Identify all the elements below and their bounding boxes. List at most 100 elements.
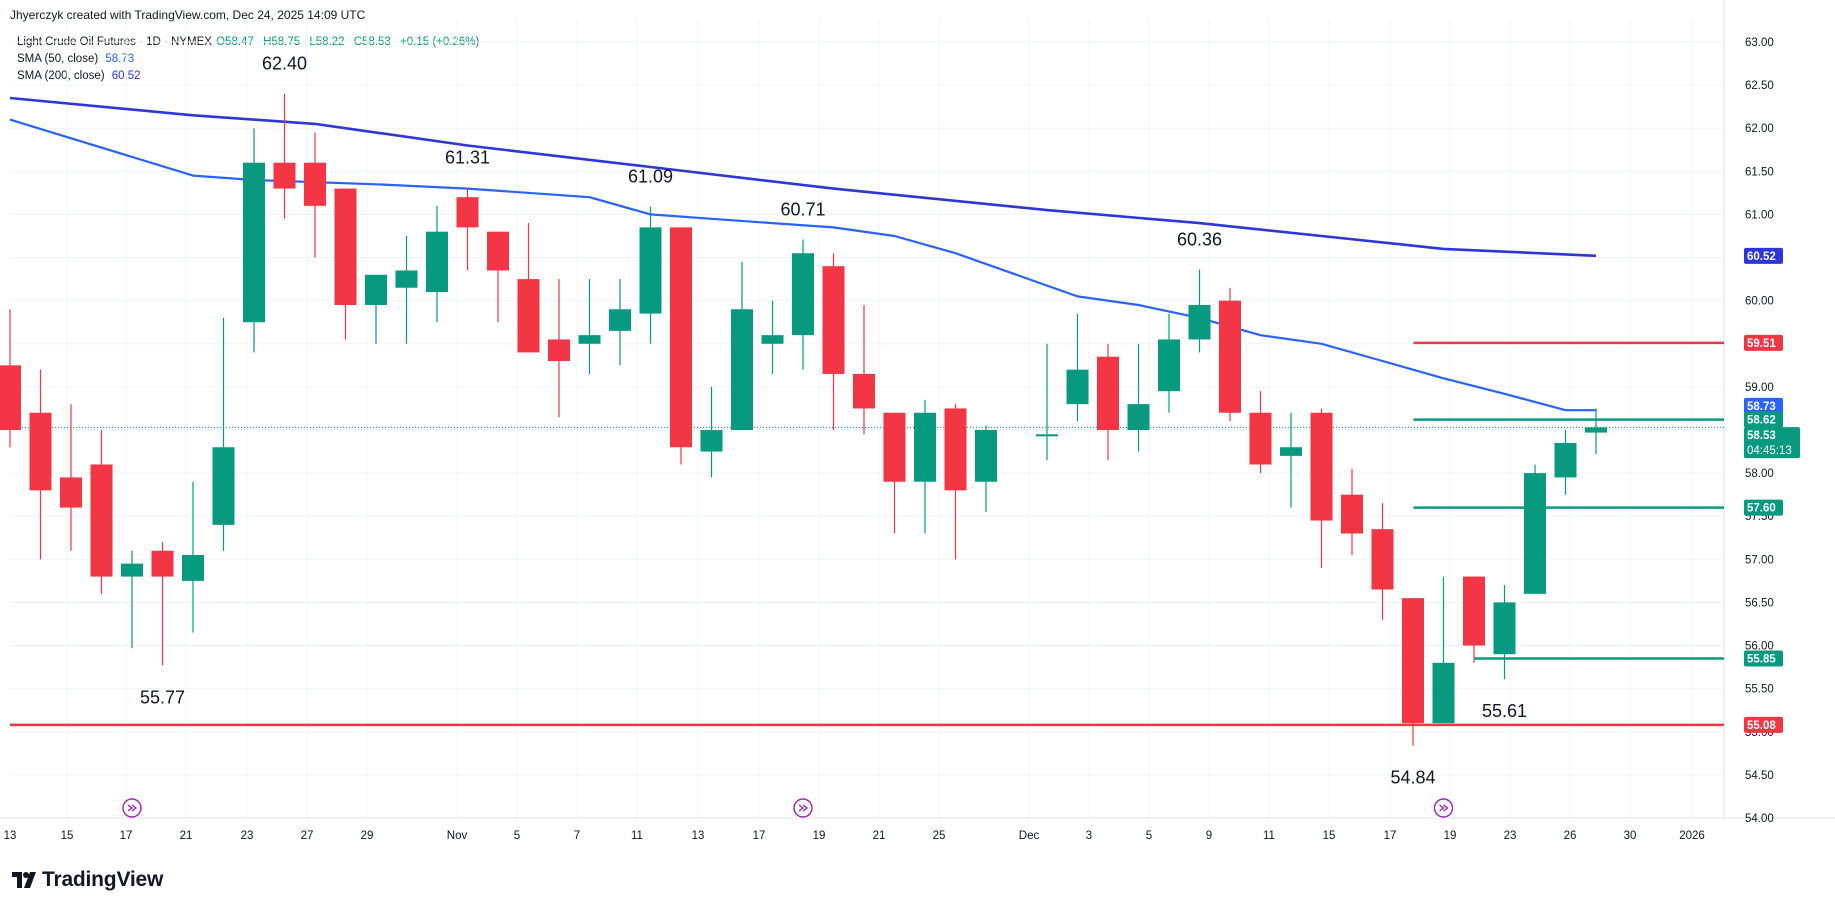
candle (578, 279, 601, 374)
sma50-line (9, 118, 1596, 412)
candle-body (365, 274, 387, 305)
tradingview-logo-icon (12, 872, 36, 888)
sma50-legend-row[interactable]: SMA (50, close) 58.73 (17, 51, 479, 68)
candle-body (578, 335, 601, 344)
time-axis: 13 15 17 21 23 27 29 Nov 5 7 11 13 17 19 21 25 Dec 3 5 9 11 1… (4, 830, 1705, 842)
price-tick-label: 54.50 (1745, 770, 1774, 782)
event-marker-icon (793, 798, 813, 818)
time-tick-label: 9 (1206, 830, 1212, 842)
candle-body (1097, 356, 1119, 430)
price-tick-label: 55.50 (1745, 684, 1774, 696)
candle (456, 187, 479, 271)
candle-body (0, 365, 21, 430)
time-tick-label: 30 (1624, 830, 1637, 842)
time-tick-label: 5 (514, 830, 520, 842)
price-tick-label: 59.00 (1745, 382, 1774, 394)
candlesticks (0, 93, 1607, 746)
price-badge-bg (1744, 499, 1783, 516)
candle (182, 481, 204, 633)
price-label-61.31: 61.31 (445, 148, 490, 168)
time-tick-label: 15 (1323, 830, 1336, 842)
candle-body (914, 412, 936, 482)
tradingview-logo[interactable]: TradingView (12, 868, 163, 892)
candle (822, 253, 845, 430)
event-markers (122, 798, 1454, 818)
candle (1219, 287, 1241, 422)
candle-body (853, 373, 875, 409)
candle (700, 386, 723, 478)
time-tick-label: 13 (692, 830, 705, 842)
candle-body (1219, 300, 1241, 413)
price-tick-label: 60.00 (1745, 296, 1774, 308)
time-tick-label: 19 (1444, 830, 1457, 842)
candle (1402, 598, 1424, 746)
price-tick-label: 56.50 (1745, 597, 1774, 609)
time-tick-label: 27 (301, 830, 314, 842)
price-tick-label: 58.00 (1745, 468, 1774, 480)
candle-body (1066, 369, 1089, 405)
horizontal-levels (10, 341, 1724, 727)
candle (29, 369, 52, 560)
price-label-55.61: 55.61 (1482, 701, 1527, 721)
price-tick-label: 62.50 (1745, 80, 1774, 92)
sma50-label: SMA (50, close) (17, 53, 99, 65)
candle-body (456, 197, 479, 228)
candle (1463, 576, 1485, 663)
candle-body (517, 279, 540, 353)
price-badge-bg (1744, 247, 1783, 264)
candle (670, 227, 692, 465)
candle (365, 274, 387, 344)
price-badge-countdown: 04:45:13 (1747, 445, 1792, 457)
candle (487, 231, 509, 323)
candle-body (1585, 427, 1607, 433)
candle (517, 223, 540, 353)
candle (883, 412, 906, 534)
candle (944, 404, 967, 560)
price-label-55.77: 55.77 (140, 687, 185, 707)
time-tick-label: 15 (61, 830, 74, 842)
candle (1066, 313, 1089, 422)
candle (914, 399, 936, 534)
price-badge-bg (1744, 427, 1800, 459)
candle-body (731, 309, 753, 430)
candle (1524, 464, 1546, 594)
event-marker-chevrons (127, 804, 138, 812)
candle (426, 205, 448, 323)
candle-body (1341, 494, 1363, 534)
candle (1493, 585, 1516, 680)
price-badge-text: 58.73 (1747, 401, 1776, 413)
time-tick-label: Dec (1019, 830, 1040, 842)
event-marker-chevrons (1439, 804, 1449, 812)
price-badge-58.73: 58.73 (1744, 397, 1783, 414)
candle (60, 404, 82, 551)
time-tick-label: 5 (1146, 830, 1152, 842)
candle (639, 206, 662, 344)
candle (853, 304, 875, 435)
candle (0, 309, 21, 448)
price-badge-text: 55.85 (1747, 653, 1776, 665)
candle-body (243, 162, 265, 323)
candle-body (121, 563, 143, 577)
price-tick-label: 56.00 (1745, 641, 1774, 653)
candle (1249, 391, 1272, 474)
price-tick-label: 54.00 (1745, 813, 1774, 825)
candle (1280, 412, 1302, 508)
price-badge-55.08: 55.08 (1744, 716, 1783, 733)
candle-body (822, 266, 845, 374)
candle-body (548, 339, 570, 362)
candle-body (1463, 576, 1485, 646)
candle-body (792, 253, 814, 336)
price-label-62.40: 62.40 (262, 54, 307, 74)
price-tick-label: 61.50 (1745, 166, 1774, 178)
price-tick-label: 63.00 (1745, 37, 1774, 49)
candle (304, 132, 326, 258)
time-tick-label: 25 (933, 830, 946, 842)
price-badge-58.53: 58.53 04:45:13 (1744, 427, 1800, 459)
candle-body (395, 270, 418, 288)
candle-body (1554, 442, 1577, 478)
candle-body (975, 430, 997, 482)
time-tick-label: 7 (574, 830, 580, 842)
candle-body (90, 464, 113, 577)
price-badge-text: 57.60 (1747, 503, 1776, 515)
